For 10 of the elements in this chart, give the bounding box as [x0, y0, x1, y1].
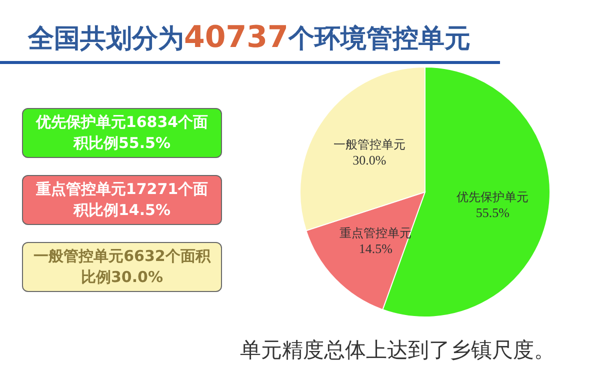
slice-label: 一般管控单元	[333, 138, 406, 152]
data-label: 55.5%	[476, 204, 510, 220]
text: 重点管控单元17271个面积比例14.5%	[22, 175, 222, 225]
slice-label: 优先保护单元	[456, 190, 529, 204]
text: 优先保护单元16834个面积比例55.5%	[22, 108, 222, 158]
data-label: 14.5%	[358, 240, 393, 256]
data-label: 30.0%	[352, 152, 386, 168]
chart-title: 全国共划分为40737个环境管控单元	[28, 20, 470, 55]
text: 一般管控单元6632个面积比例30.0%	[22, 242, 222, 292]
text: 单元精度总体上达到了乡镇尺度。	[240, 337, 555, 364]
